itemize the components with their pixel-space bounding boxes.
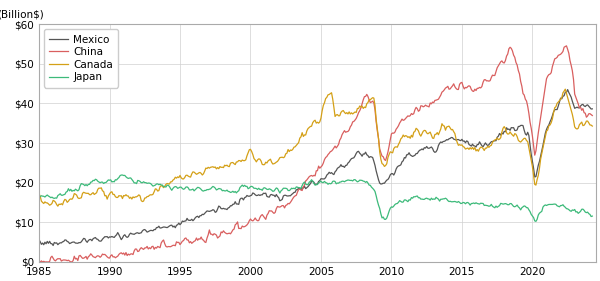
Mexico bbox=[155, 225, 163, 228]
Line: Japan: Japan bbox=[39, 175, 592, 221]
Japan bbox=[131, 181, 138, 185]
Japan bbox=[419, 198, 427, 201]
Japan bbox=[589, 214, 596, 218]
Canada bbox=[310, 119, 317, 123]
China bbox=[419, 105, 427, 108]
China bbox=[155, 245, 163, 249]
Canada bbox=[35, 192, 43, 196]
Canada bbox=[562, 87, 569, 91]
Mexico bbox=[131, 233, 138, 236]
Japan bbox=[119, 173, 126, 177]
China bbox=[570, 78, 577, 81]
Mexico bbox=[419, 148, 427, 151]
Japan bbox=[35, 194, 43, 198]
China bbox=[310, 174, 317, 177]
Japan bbox=[532, 220, 539, 223]
Mexico bbox=[50, 244, 57, 247]
Mexico bbox=[564, 88, 571, 91]
China bbox=[131, 249, 138, 253]
Canada bbox=[570, 118, 577, 122]
Mexico bbox=[35, 238, 43, 241]
Canada bbox=[155, 189, 163, 192]
Legend: Mexico, China, Canada, Japan: Mexico, China, Canada, Japan bbox=[44, 29, 118, 88]
China bbox=[37, 260, 44, 264]
Text: (Billion$): (Billion$) bbox=[0, 9, 44, 19]
Line: Canada: Canada bbox=[39, 89, 592, 206]
Line: Mexico: Mexico bbox=[39, 90, 592, 246]
Canada bbox=[72, 192, 79, 196]
China bbox=[72, 257, 79, 260]
Line: China: China bbox=[39, 46, 592, 262]
Japan bbox=[155, 183, 163, 186]
Canada bbox=[54, 205, 61, 208]
Japan bbox=[570, 209, 577, 212]
Mexico bbox=[589, 107, 596, 110]
China bbox=[35, 260, 43, 263]
Mexico bbox=[310, 181, 317, 184]
Canada bbox=[419, 130, 427, 133]
China bbox=[589, 114, 596, 117]
Canada bbox=[131, 196, 138, 199]
China bbox=[563, 44, 570, 47]
Mexico bbox=[72, 241, 79, 245]
Mexico bbox=[570, 103, 577, 106]
Japan bbox=[310, 182, 317, 185]
Japan bbox=[71, 189, 78, 192]
Canada bbox=[589, 124, 596, 128]
